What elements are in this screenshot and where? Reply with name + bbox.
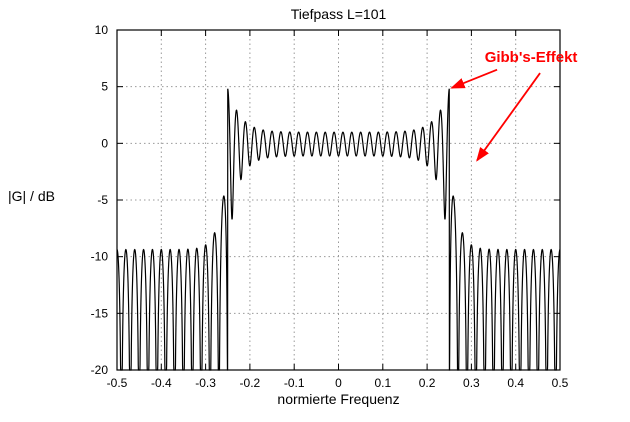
x-tick-label: 0.3 <box>463 376 480 390</box>
y-tick-label: -5 <box>97 193 108 207</box>
y-tick-label: 10 <box>95 23 109 37</box>
gibbs-annotation-text: Gibb's-Effekt <box>484 49 578 67</box>
gibbs-arrow <box>450 68 498 89</box>
x-tick-label: -0.2 <box>240 376 261 390</box>
x-axis-label: normierte Frequenz <box>277 391 400 407</box>
y-tick-label: -15 <box>91 306 109 320</box>
x-tick-label: 0 <box>335 376 342 390</box>
x-tick-label: -0.3 <box>195 376 216 390</box>
x-tick-label: 0.1 <box>374 376 391 390</box>
y-tick-label: 0 <box>101 136 108 150</box>
x-tick-label: -0.1 <box>284 376 305 390</box>
x-tick-label: 0.2 <box>419 376 436 390</box>
x-tick-label: 0.4 <box>507 376 524 390</box>
gibbs-arrow <box>476 72 541 162</box>
x-tick-label: -0.5 <box>107 376 128 390</box>
y-tick-label: -10 <box>91 250 109 264</box>
x-tick-label: 0.5 <box>552 376 569 390</box>
y-tick-label: 5 <box>101 80 108 94</box>
chart-title: Tiefpass L=101 <box>290 6 387 22</box>
y-tick-label: -20 <box>91 363 109 377</box>
y-axis-label: |G| / dB <box>8 188 55 204</box>
response-curve <box>116 88 561 371</box>
x-tick-label: -0.4 <box>151 376 172 390</box>
